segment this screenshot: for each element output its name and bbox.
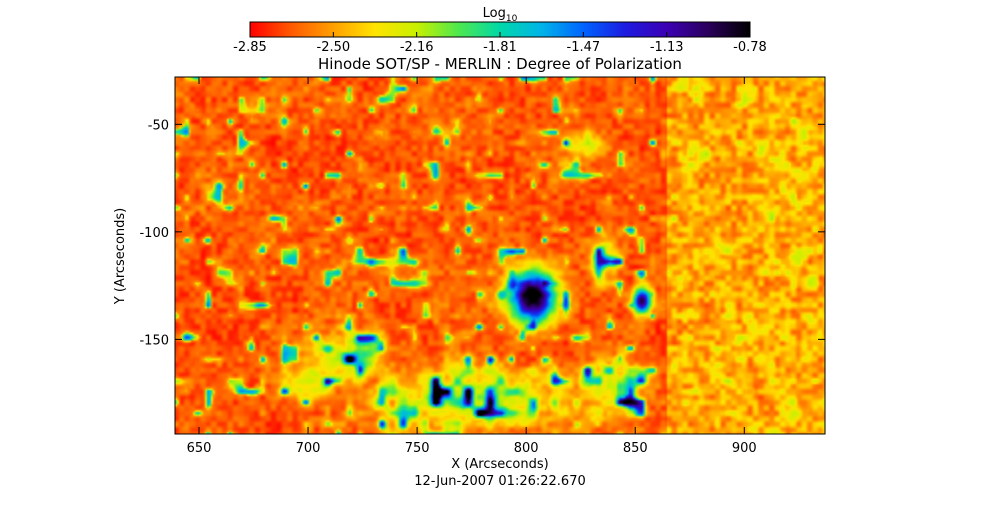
x-tick-label: 750	[405, 441, 430, 456]
x-axis-label: X (Arcseconds)	[451, 457, 548, 472]
x-tick-label: 850	[623, 441, 648, 456]
polarization-heatmap	[175, 77, 825, 434]
heatmap-area	[175, 77, 825, 434]
y-tick-label: -100	[139, 226, 169, 241]
y-tick-label: -150	[139, 333, 169, 348]
colorbar-label: Log10	[483, 6, 518, 24]
colorbar-ticks: -2.85 -2.50 -2.16 -1.81 -1.47 -1.13 -0.78	[233, 32, 767, 55]
x-tick-label: 800	[514, 441, 539, 456]
x-axis: 650 700 750 800 850 900	[187, 77, 757, 456]
y-tick-label: -50	[148, 118, 169, 133]
colorbar-tick-label: -0.78	[733, 40, 767, 55]
observation-timestamp: 12-Jun-2007 01:26:22.670	[414, 474, 586, 489]
x-tick-label: 650	[187, 441, 212, 456]
colorbar-tick-label: -2.85	[233, 40, 267, 55]
colorbar-tick-label: -1.47	[567, 40, 601, 55]
x-tick-label: 900	[732, 441, 757, 456]
chart-title: Hinode SOT/SP - MERLIN : Degree of Polar…	[318, 55, 682, 73]
y-axis-label: Y (Arcseconds)	[113, 208, 128, 305]
plot-frame	[174, 76, 826, 435]
colorbar-tick-label: -2.50	[317, 40, 351, 55]
colorbar-tick-label: -2.16	[400, 40, 434, 55]
colorbar-tick-label: -1.81	[483, 40, 517, 55]
colorbar-tick-label: -1.13	[650, 40, 684, 55]
x-tick-label: 700	[296, 441, 321, 456]
y-axis: -50 -100 -150	[139, 118, 825, 348]
